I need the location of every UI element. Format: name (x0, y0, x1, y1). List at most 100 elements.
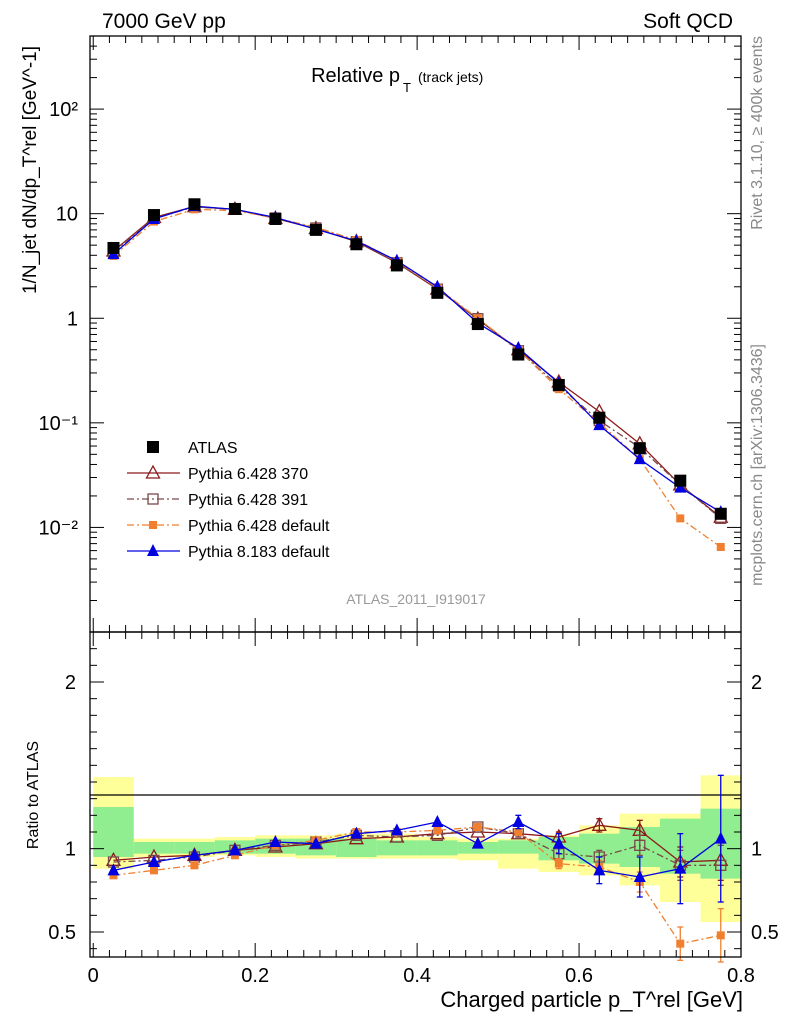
ratio-data-point (676, 939, 685, 948)
main-data-point (471, 318, 484, 331)
legend-label: ATLAS (188, 440, 238, 457)
main-data-point (390, 259, 403, 272)
x-tick-label: 0.8 (727, 965, 755, 987)
ratio-frame (89, 631, 742, 958)
main-y-ticks: 10⁻² 10⁻¹ 1 10 10² (39, 35, 741, 633)
main-series-line (113, 205, 722, 513)
legend-label: Pythia 6.428 370 (188, 466, 308, 483)
main-data-point (431, 286, 444, 299)
ratio-data-point (269, 835, 282, 847)
legend-label: Pythia 6.428 391 (188, 492, 308, 509)
main-y-tick-label: 10⁻² (39, 517, 79, 539)
ratio-y-axis-label: Ratio to ATLAS (25, 741, 42, 849)
ratio-data-point (107, 863, 120, 876)
ratio-series (105, 774, 729, 963)
main-y-axis-label: 1/N_jet dN/dp_T^rel [GeV^-1] (20, 46, 41, 294)
ratio-inner-band (133, 842, 175, 854)
ratio-data-point (431, 815, 444, 827)
ratio-data-point (433, 826, 442, 835)
ratio-data-point (473, 823, 482, 831)
x-tick-label: 0.2 (241, 965, 269, 987)
ratio-series-line (113, 821, 722, 878)
ratio-inner-band (498, 840, 539, 854)
main-series-line (113, 206, 722, 519)
main-data-point (309, 223, 322, 236)
main-data-point (593, 411, 606, 424)
ratio-y-tick-label-right: 2 (751, 672, 762, 694)
main-data-point (512, 348, 525, 361)
main-data-point (593, 418, 606, 431)
main-data-point (633, 452, 646, 465)
ratio-y-tick-label-right: 1 (751, 839, 762, 861)
main-data-point (107, 241, 120, 254)
main-data-point (633, 442, 646, 455)
analysis-label: ATLAS_2011_I919017 (346, 591, 486, 607)
legend-marker (147, 544, 159, 556)
ratio-data-point (554, 859, 563, 868)
ratio-y-ticks: 0.5 0.5 1 1 2 2 (48, 648, 779, 950)
energy-label: 7000 GeV pp (102, 10, 226, 33)
ratio-data-point (228, 843, 241, 856)
ratio-inner-band (417, 840, 458, 856)
ratio-y-tick-label-right: 0.5 (751, 922, 779, 944)
ratio-data-point (390, 823, 403, 836)
ratio-data-point (633, 870, 646, 882)
ratio-panel: 0.5 0.5 1 1 2 2 0 0.2 0.4 0.6 0.8 (48, 36, 779, 987)
ratio-y-tick-label: 0.5 (48, 922, 76, 944)
ratio-data-point (674, 861, 687, 874)
ratio-data-point (350, 826, 363, 839)
x-tick-label: 0.4 (403, 965, 431, 987)
plot-title-suffix: (track jets) (418, 69, 483, 85)
main-data-point (350, 238, 363, 251)
ratio-data-point (190, 861, 199, 870)
legend: ATLAS Pythia 6.428 370 Pythia 6.428 391 Pyt… (127, 440, 330, 561)
ratio-inner-band (93, 807, 134, 857)
ratio-series-line (113, 826, 721, 866)
main-series (105, 198, 729, 551)
main-data-point (674, 474, 687, 487)
main-y-tick-label: 10² (49, 99, 78, 121)
legend-label: Pythia 6.428 default (188, 518, 330, 535)
ratio-y-tick-label: 1 (65, 839, 76, 861)
main-y-tick-label: 1 (67, 308, 78, 330)
main-data-point (716, 542, 725, 551)
legend-marker (145, 464, 161, 479)
main-series-line (113, 208, 722, 548)
main-y-tick-label: 10⁻¹ (39, 413, 79, 435)
plot-title-sub: T (403, 80, 411, 95)
ratio-data-point (634, 839, 646, 851)
legend-label: Pythia 8.183 default (188, 544, 330, 561)
process-label: Soft QCD (643, 10, 733, 33)
ratio-y-tick-label: 2 (65, 672, 76, 694)
ratio-data-point (149, 866, 158, 875)
ratio-uncertainty-bands (93, 775, 741, 922)
ratio-data-point (147, 855, 160, 867)
ratio-data-point (552, 836, 565, 849)
main-data-point (552, 379, 565, 392)
main-data-point (714, 507, 727, 520)
plot-title: Relative p (311, 65, 400, 87)
ratio-data-point (309, 836, 322, 849)
main-data-point (147, 209, 160, 222)
ratio-data-point (591, 816, 607, 831)
mcplots-label: mcplots.cern.ch [arXiv:1306.3436] (749, 344, 766, 586)
ratio-inner-band (336, 838, 377, 857)
ratio-data-point (593, 863, 606, 876)
ratio-inner-band (376, 840, 418, 856)
ratio-data-point (512, 815, 525, 827)
legend-marker (149, 521, 157, 529)
x-axis-ticks: 0 0.2 0.4 0.6 0.8 (88, 36, 755, 987)
main-frame (89, 35, 742, 633)
main-data-point (228, 202, 241, 215)
ratio-data-point (714, 831, 727, 844)
main-y-tick-label: 10 (56, 204, 78, 226)
legend-marker (147, 493, 159, 505)
legend-marker (147, 441, 159, 453)
x-tick-label: 0 (88, 965, 99, 987)
main-data-point (674, 480, 687, 493)
rivet-version-label: Rivet 3.1.10, ≥ 400k events (749, 36, 766, 230)
main-panel: 10⁻² 10⁻¹ 1 10 10² Relative p T (track jets)… (39, 35, 742, 633)
ratio-data-point (471, 836, 484, 849)
ratio-data-point (514, 828, 523, 836)
